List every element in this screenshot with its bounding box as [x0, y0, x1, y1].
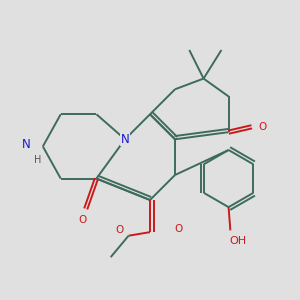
Text: O: O — [116, 225, 124, 236]
Text: OH: OH — [229, 236, 246, 246]
Text: H: H — [34, 155, 41, 165]
Text: N: N — [121, 133, 129, 146]
Text: O: O — [174, 224, 183, 234]
Text: O: O — [258, 122, 267, 132]
Text: N: N — [22, 138, 30, 151]
Text: O: O — [78, 214, 86, 225]
